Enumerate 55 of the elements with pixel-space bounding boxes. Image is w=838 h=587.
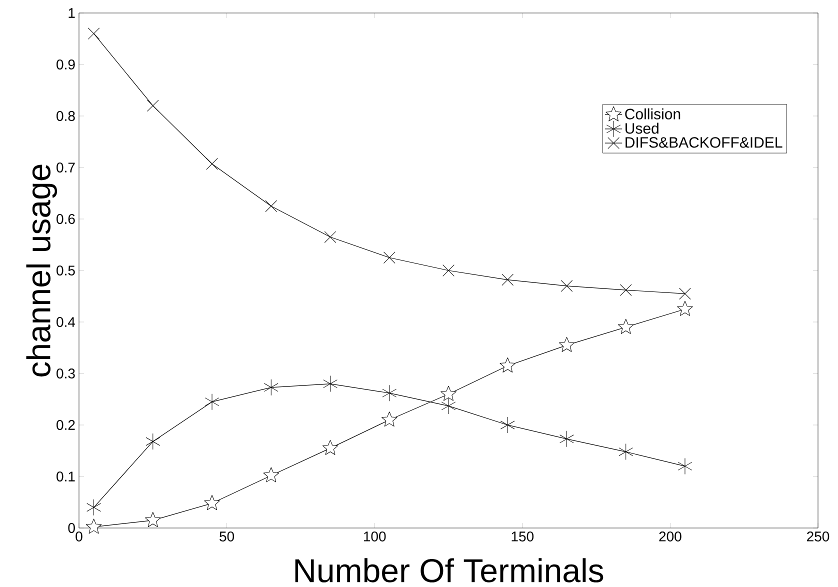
legend-label: Used xyxy=(626,122,658,134)
point xyxy=(86,518,102,534)
legend-label: DIFS&BACKOFF&IDEL xyxy=(626,137,782,148)
y-tick-label: 0.7 xyxy=(56,162,75,172)
point xyxy=(677,300,693,316)
x-tick-label: 250 xyxy=(807,532,830,542)
point xyxy=(618,444,634,460)
point xyxy=(265,200,278,212)
point xyxy=(441,398,456,414)
point xyxy=(558,336,575,352)
point xyxy=(324,231,336,243)
point xyxy=(618,318,634,334)
point xyxy=(146,433,160,450)
point xyxy=(204,394,220,410)
point xyxy=(502,274,514,286)
y-tick-label: 0.3 xyxy=(56,368,75,378)
point xyxy=(382,412,398,427)
point xyxy=(204,495,220,510)
y-tick-label: 0.1 xyxy=(56,472,75,482)
point xyxy=(264,379,278,396)
x-tick-label: 150 xyxy=(512,532,534,542)
point xyxy=(560,280,573,292)
point xyxy=(500,416,515,434)
point xyxy=(620,284,632,296)
point xyxy=(322,440,338,455)
point xyxy=(263,467,279,482)
y-tick-label: 1 xyxy=(68,8,75,18)
y-tick-label: 0.6 xyxy=(56,214,75,224)
point xyxy=(146,100,159,112)
point xyxy=(679,288,691,300)
y-tick-label: 0.4 xyxy=(56,317,76,327)
legend-label: Collision xyxy=(625,108,680,120)
y-tick-label: 0.8 xyxy=(56,111,75,121)
y-axis-title: channel usage xyxy=(26,164,58,376)
point xyxy=(88,28,100,40)
point xyxy=(145,512,161,527)
point xyxy=(323,376,338,392)
point xyxy=(382,384,397,402)
y-tick-label: 0 xyxy=(68,523,75,533)
point xyxy=(383,252,396,264)
x-tick-label: 0 xyxy=(76,532,82,542)
x-tick-label: 100 xyxy=(364,532,386,542)
point xyxy=(206,158,218,170)
x-tick-label: 200 xyxy=(659,532,682,542)
point xyxy=(442,264,454,276)
point xyxy=(560,430,574,448)
x-axis-title: Number Of Terminals xyxy=(295,558,604,582)
point xyxy=(440,386,456,401)
y-tick-label: 0.9 xyxy=(56,60,75,70)
point xyxy=(678,458,692,474)
x-tick-label: 50 xyxy=(220,532,234,542)
y-tick-label: 0.2 xyxy=(56,420,75,430)
point xyxy=(500,358,516,372)
y-tick-label: 0.5 xyxy=(56,266,75,276)
point xyxy=(86,499,101,516)
